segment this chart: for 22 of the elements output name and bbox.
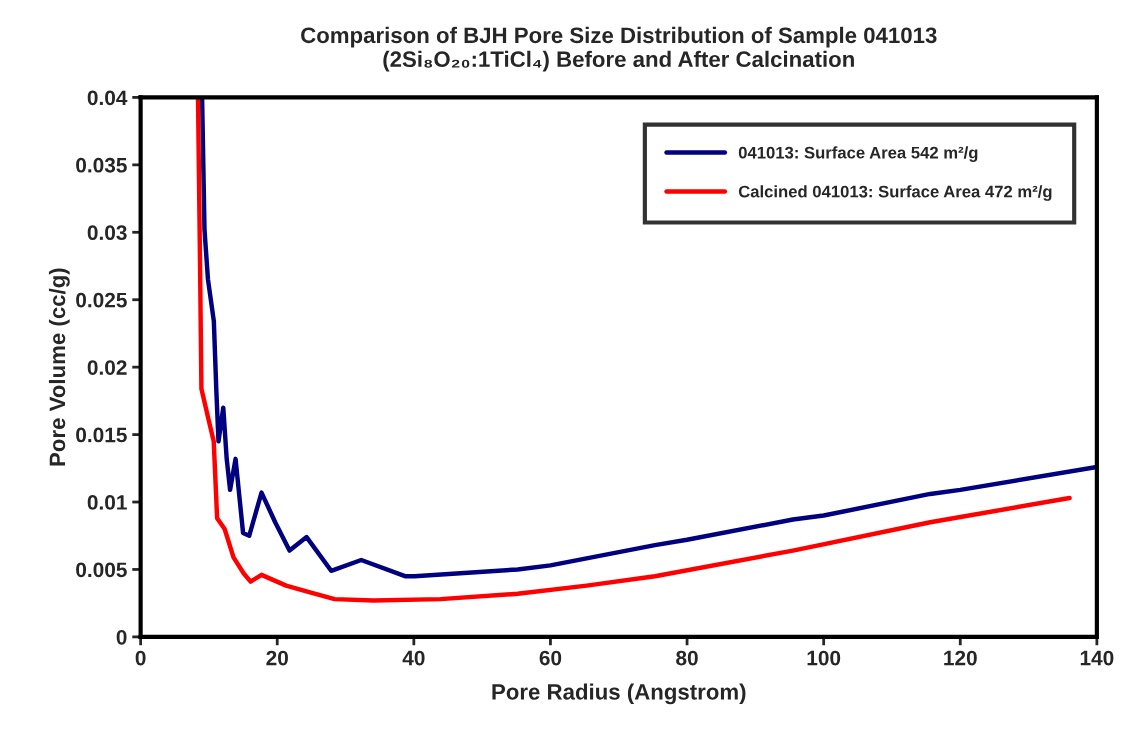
y-tick-label: 0.025: [76, 292, 127, 308]
y-tick-label: 0.02: [87, 360, 127, 375]
x-tick-label: 20: [266, 650, 288, 666]
x-axis-title: Pore Radius (Angstrom): [492, 683, 746, 705]
x-tick-label: 0: [135, 650, 146, 666]
x-tick-label: 40: [402, 650, 425, 666]
x-tick-label: 120: [944, 650, 977, 666]
y-tick-label: 0.03: [87, 225, 127, 241]
legend-label: 041013: Surface Area 542 m²/g: [738, 146, 978, 162]
y-tick-label: 0.01: [87, 495, 127, 510]
y-tick-label: 0: [116, 629, 127, 645]
y-tick-label: 0.015: [76, 427, 127, 443]
x-tick-label: 140: [1080, 650, 1114, 666]
chart-title: Comparison of BJH Pore Size Distribution of Sample 041013 (2Si₈O₂₀:1TiCl₄) Before and After Calcination: [301, 26, 937, 72]
y-tick-label: 0.04: [87, 90, 128, 106]
x-tick-label: 60: [539, 650, 562, 666]
x-tick-label: 100: [807, 650, 841, 666]
legend-label: Calcined 041013: Surface Area 472 m²/g: [738, 185, 1052, 201]
y-tick-label: 0.005: [76, 562, 127, 578]
x-tick-label: 80: [676, 650, 698, 666]
y-tick-label: 0.035: [76, 157, 127, 173]
y-axis-title: Pore Volume (cc/g): [48, 268, 70, 466]
